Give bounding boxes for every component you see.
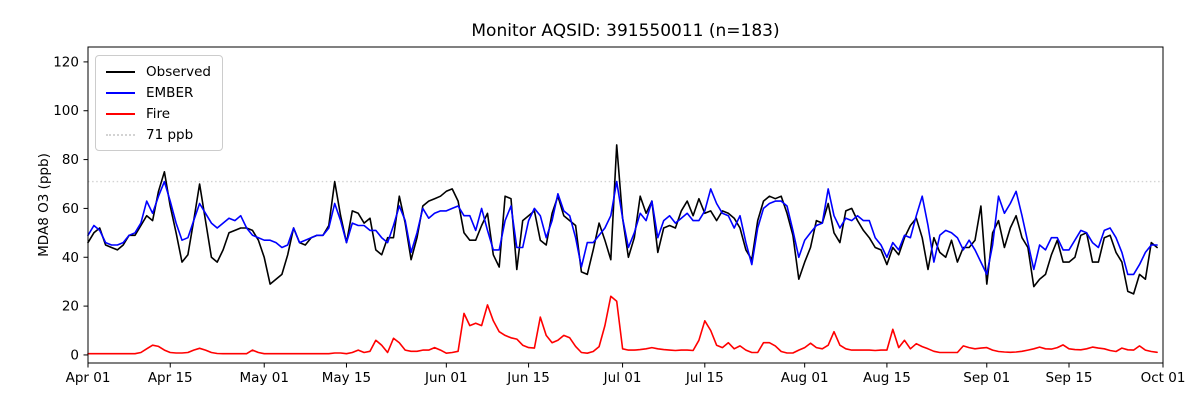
x-tick-label: Oct 01 [1141,370,1186,386]
y-tick-label: 0 [70,347,79,363]
legend-box: Observed EMBER Fire 71 ppb [95,55,223,151]
x-tick-label: Sep 01 [963,370,1010,386]
fire-line [87,295,1158,355]
x-tick-label: Aug 15 [863,370,911,386]
x-tick-label: Jul 01 [603,370,642,386]
legend-label-fire: Fire [146,105,171,122]
legend-label-ember: EMBER [146,84,194,101]
y-tick-label: 40 [62,250,79,266]
y-tick-label: 80 [62,152,79,168]
y-axis-label: MDA8 O3 (ppb) [36,153,52,257]
x-tick-label: Jul 15 [685,370,724,386]
y-tick-label: 60 [62,201,79,217]
legend-item-threshold: 71 ppb [106,126,211,143]
legend-label-observed: Observed [146,63,211,80]
legend-label-threshold: 71 ppb [146,126,194,143]
y-tick-label: 20 [62,299,79,315]
y-tick-label: 100 [53,103,79,119]
x-tick-label: May 15 [322,370,371,386]
x-tick-label: Aug 01 [781,370,829,386]
x-tick-label: Apr 15 [148,370,193,386]
fire-line-sample [106,112,135,115]
chart-title: Monitor AQSID: 391550011 (n=183) [471,21,780,41]
legend-item-observed: Observed [106,63,211,80]
x-tick-label: May 01 [240,370,289,386]
ember-line [87,180,1158,276]
observed-line-sample [106,70,135,73]
threshold-line-sample [106,133,135,136]
ember-line-sample [106,91,135,94]
x-tick-label: Jun 01 [424,370,468,386]
x-tick-label: Jun 15 [506,370,550,386]
x-tick-label: Apr 01 [66,370,111,386]
legend-item-ember: EMBER [106,84,211,101]
x-tick-label: Sep 15 [1046,370,1093,386]
y-tick-label: 120 [53,54,79,70]
legend-item-fire: Fire [106,105,211,122]
plot-border [87,46,1164,364]
